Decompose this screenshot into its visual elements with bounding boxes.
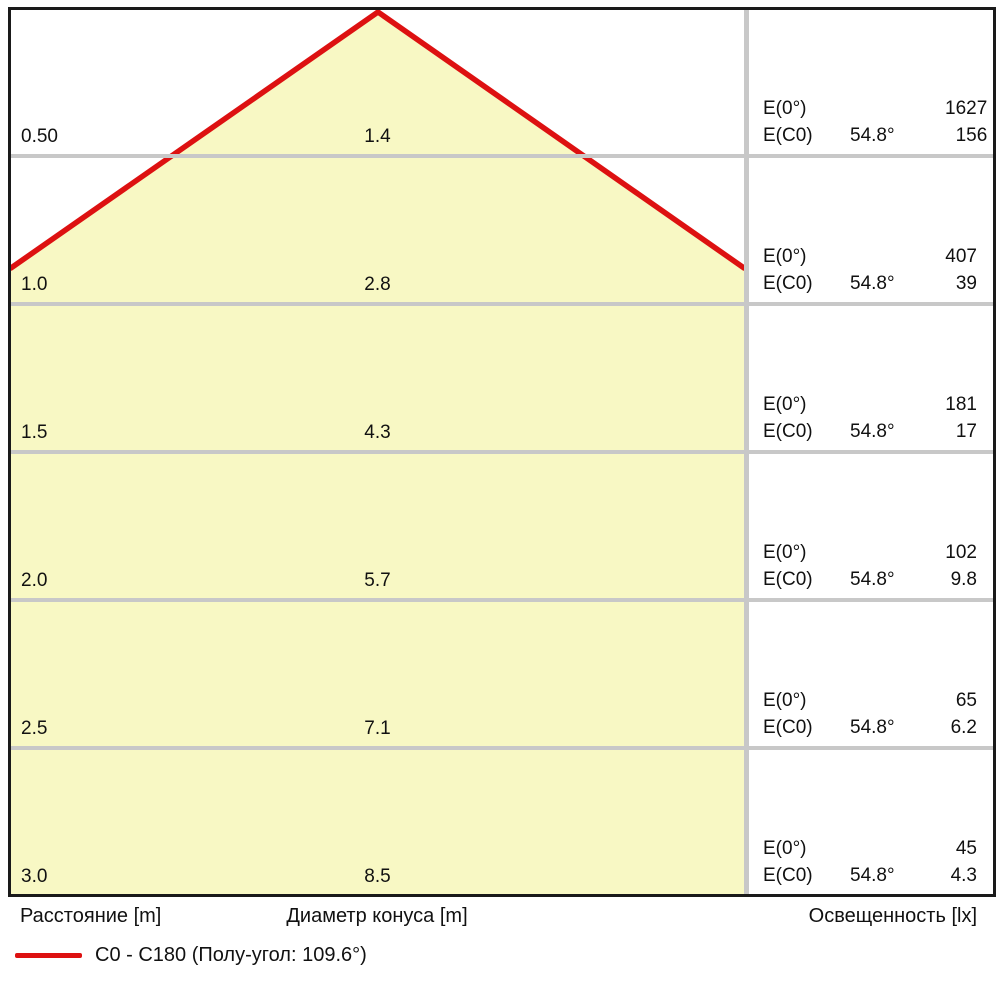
ec0-value: 39	[955, 273, 977, 294]
cone-rows: 0.50 1.4 E(0°) 1627 E(C0) 54.8° 156	[11, 10, 993, 894]
row-6-data-cell: E(0°) 45 E(C0) 54.8° 4.3	[749, 750, 993, 894]
cone-row-6: 3.0 8.5 E(0°) 45 E(C0) 54.8° 4.3	[11, 750, 993, 894]
cone-edge-right	[375, 10, 744, 271]
row-2-data-cell: E(0°) 407 E(C0) 54.8° 39	[749, 158, 993, 302]
axis-label-distance: Расстояние [m]	[20, 905, 162, 927]
e0-angle	[850, 391, 945, 418]
e0-line: E(0°) 407	[763, 243, 977, 270]
ec0-line: E(C0) 54.8° 17	[763, 418, 977, 445]
row-5-data-cell: E(0°) 65 E(C0) 54.8° 6.2	[749, 602, 993, 746]
e0-angle	[850, 539, 945, 566]
e0-label: E(0°)	[763, 838, 807, 859]
e0-line: E(0°) 1627	[763, 95, 987, 122]
beam-angle-value: 54.8°	[850, 717, 895, 738]
axis-label-illuminance: Освещенность [lx]	[808, 905, 977, 927]
ec0-line: E(C0) 54.8° 4.3	[763, 862, 977, 889]
e0-angle	[850, 243, 945, 270]
row-4-data-cell: E(0°) 102 E(C0) 54.8° 9.8	[749, 454, 993, 598]
cone-row-2: 1.0 2.8 E(0°) 407 E(C0) 54.8° 39	[11, 158, 993, 306]
row-5-chart-cell: 2.5 7.1	[11, 602, 744, 746]
e0-value: 102	[945, 542, 977, 563]
beam-angle-value: 54.8°	[850, 273, 895, 294]
column-divider	[744, 306, 749, 450]
e0-line: E(0°) 45	[763, 835, 977, 862]
ec0-label: E(C0)	[763, 865, 813, 886]
ec0-label: E(C0)	[763, 421, 813, 442]
row-1-chart-cell: 0.50 1.4	[11, 10, 744, 154]
cone-row-5: 2.5 7.1 E(0°) 65 E(C0) 54.8° 6.2	[11, 602, 993, 750]
distance-label: 0.50	[21, 126, 58, 147]
ec0-line: E(C0) 54.8° 39	[763, 270, 977, 297]
e0-line: E(0°) 181	[763, 391, 977, 418]
distance-label: 3.0	[21, 866, 48, 887]
e0-label: E(0°)	[763, 394, 807, 415]
e0-value: 65	[955, 690, 977, 711]
distance-label: 1.0	[21, 274, 48, 295]
e0-value: 45	[955, 838, 977, 859]
ec0-label: E(C0)	[763, 125, 813, 146]
e0-label: E(0°)	[763, 690, 807, 711]
legend-label: C0 - C180 (Полу-угол: 109.6°)	[95, 944, 367, 966]
e0-value: 1627	[945, 98, 988, 119]
column-divider	[744, 602, 749, 746]
e0-line: E(0°) 65	[763, 687, 977, 714]
ec0-value: 9.8	[950, 569, 977, 590]
cone-diameter-label: 7.1	[364, 718, 391, 739]
row-2-chart-cell: 1.0 2.8	[11, 158, 744, 302]
beam-angle-value: 54.8°	[850, 569, 895, 590]
e0-angle	[850, 835, 945, 862]
row-4-chart-cell: 2.0 5.7	[11, 454, 744, 598]
ec0-line: E(C0) 54.8° 156	[763, 122, 987, 149]
row-1-data-cell: E(0°) 1627 E(C0) 54.8° 156	[749, 10, 1000, 154]
e0-label: E(0°)	[763, 542, 807, 563]
cone-diameter-label: 1.4	[364, 126, 391, 147]
axis-label-cone-diameter: Диаметр конуса [m]	[286, 905, 468, 927]
column-divider	[744, 10, 749, 154]
e0-value: 407	[945, 246, 977, 267]
cone-diameter-label: 2.8	[364, 274, 391, 295]
distance-label: 1.5	[21, 422, 48, 443]
column-divider	[744, 158, 749, 302]
cone-row-1: 0.50 1.4 E(0°) 1627 E(C0) 54.8° 156	[11, 10, 993, 158]
cone-diameter-label: 5.7	[364, 570, 391, 591]
beam-angle-value: 54.8°	[850, 421, 895, 442]
distance-label: 2.5	[21, 718, 48, 739]
e0-angle	[850, 95, 945, 122]
column-divider	[744, 454, 749, 598]
cone-row-4: 2.0 5.7 E(0°) 102 E(C0) 54.8° 9.8	[11, 454, 993, 602]
ec0-label: E(C0)	[763, 569, 813, 590]
row-3-chart-cell: 1.5 4.3	[11, 306, 744, 450]
ec0-value: 17	[955, 421, 977, 442]
beam-angle-value: 54.8°	[850, 865, 895, 886]
cone-edge-left	[11, 10, 381, 271]
e0-line: E(0°) 102	[763, 539, 977, 566]
e0-label: E(0°)	[763, 246, 807, 267]
ec0-line: E(C0) 54.8° 9.8	[763, 566, 977, 593]
ec0-value: 6.2	[950, 717, 977, 738]
cone-row-3: 1.5 4.3 E(0°) 181 E(C0) 54.8° 17	[11, 306, 993, 454]
row-3-data-cell: E(0°) 181 E(C0) 54.8° 17	[749, 306, 993, 450]
distance-label: 2.0	[21, 570, 48, 591]
cone-diameter-label: 4.3	[364, 422, 391, 443]
ec0-value: 4.3	[950, 865, 977, 886]
cone-table: 0.50 1.4 E(0°) 1627 E(C0) 54.8° 156	[8, 7, 996, 897]
row-6-chart-cell: 3.0 8.5	[11, 750, 744, 894]
legend: C0 - C180 (Полу-угол: 109.6°)	[15, 942, 367, 968]
beam-angle-value: 54.8°	[850, 125, 895, 146]
ec0-label: E(C0)	[763, 717, 813, 738]
column-divider	[744, 750, 749, 894]
legend-line-swatch	[15, 952, 82, 958]
cone-diameter-label: 8.5	[364, 866, 391, 887]
e0-angle	[850, 687, 945, 714]
ec0-line: E(C0) 54.8° 6.2	[763, 714, 977, 741]
e0-label: E(0°)	[763, 98, 807, 119]
e0-value: 181	[945, 394, 977, 415]
ec0-label: E(C0)	[763, 273, 813, 294]
ec0-value: 156	[955, 125, 988, 146]
